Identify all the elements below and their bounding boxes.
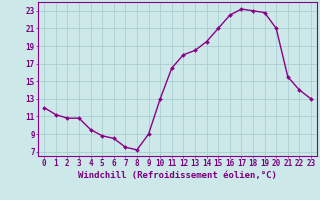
X-axis label: Windchill (Refroidissement éolien,°C): Windchill (Refroidissement éolien,°C) <box>78 171 277 180</box>
